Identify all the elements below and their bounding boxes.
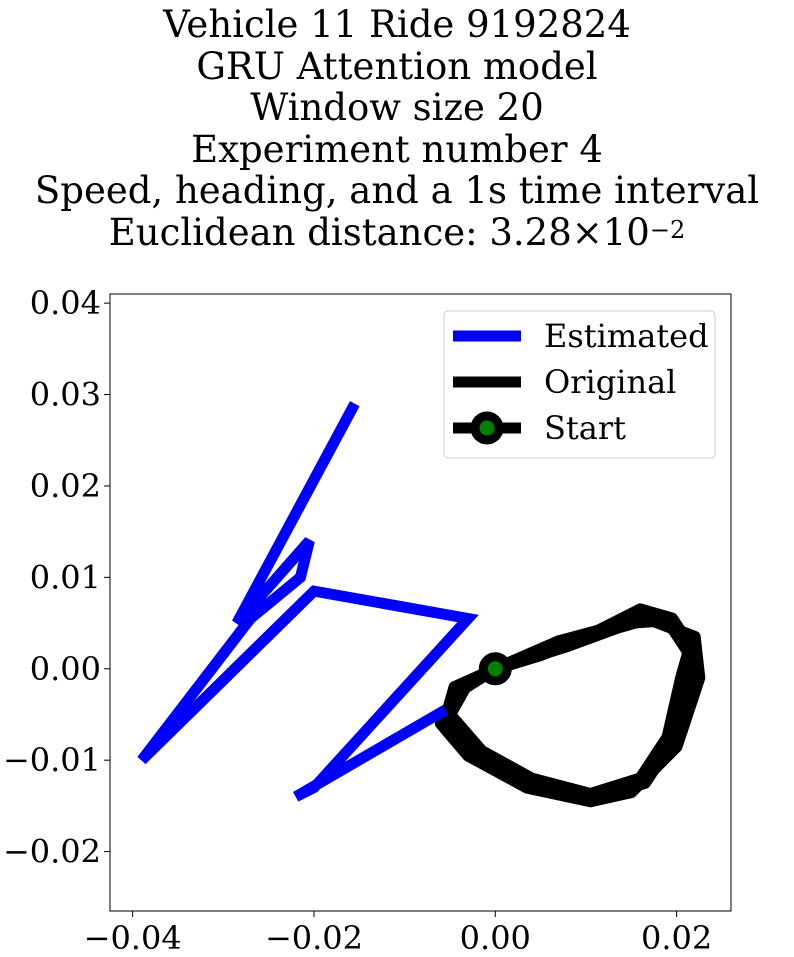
y-tick-label: 0.04 — [30, 284, 101, 322]
title-line-1: Vehicle 11 Ride 9192824 — [163, 3, 631, 46]
legend: Estimated Original Start — [443, 310, 716, 459]
y-tick-label: −0.02 — [3, 833, 101, 871]
plot-area — [137, 401, 706, 808]
title-line-4: Experiment number 4 — [191, 127, 603, 171]
title-line-5: Speed, heading, and a 1s time interval — [34, 169, 760, 212]
legend-original-label: Original — [544, 363, 676, 401]
y-tick-label: 0.02 — [30, 467, 101, 505]
y-tick-label: −0.01 — [3, 741, 101, 779]
y-tick-label: 0.00 — [30, 650, 101, 688]
plot-frame — [109, 293, 732, 912]
distance-exponent: −2 — [649, 215, 686, 244]
original-series-line-3 — [434, 615, 706, 808]
start-marker — [478, 652, 512, 686]
y-tick-label: 0.03 — [30, 376, 101, 414]
legend-start-label: Start — [544, 409, 626, 447]
legend-box — [443, 310, 716, 459]
title-line-2: GRU Attention model — [196, 44, 598, 88]
x-tick-label: −0.02 — [265, 919, 363, 957]
y-tick-label: 0.01 — [30, 558, 101, 596]
title-line-6: Euclidean distance: 3.28×10−2 — [0, 210, 794, 254]
title-line-3: Window size 20 — [250, 86, 544, 129]
chart-title: Vehicle 11 Ride 9192824 GRU Attention mo… — [0, 4, 794, 253]
distance-multiplier: ×10 — [571, 210, 650, 254]
x-tick-label: 0.02 — [641, 919, 712, 957]
legend-start-marker — [470, 411, 504, 445]
distance-label: Euclidean distance: 3.28 — [108, 210, 572, 254]
x-tick-label: −0.04 — [84, 919, 182, 957]
estimated-series-line — [137, 401, 479, 802]
x-tick-label: 0.00 — [460, 919, 531, 957]
legend-estimated-label: Estimated — [544, 317, 709, 355]
